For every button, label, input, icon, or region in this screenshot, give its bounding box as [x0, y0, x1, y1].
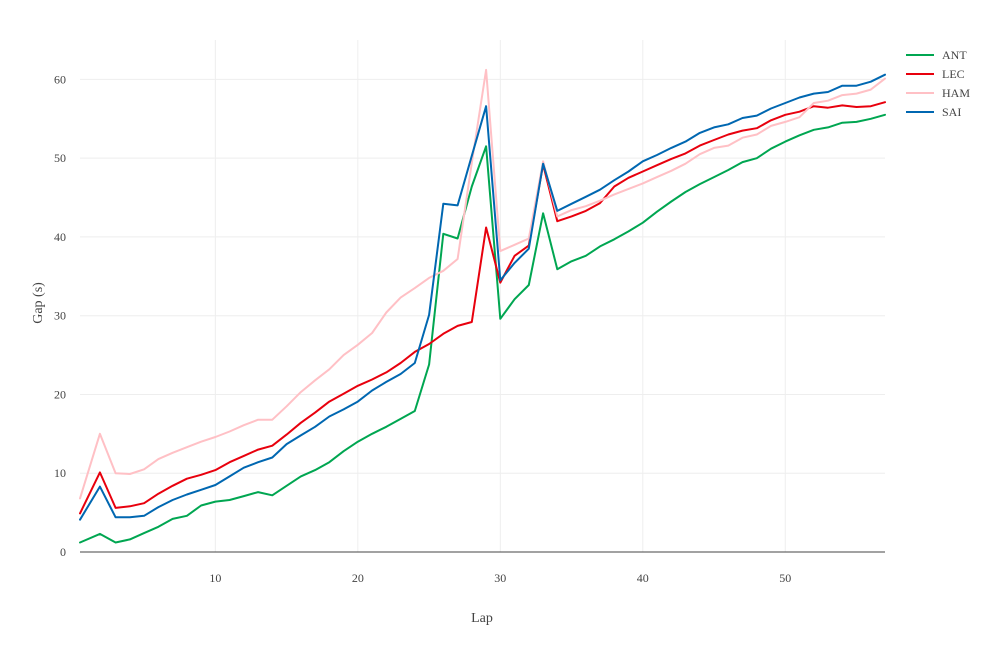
- y-tick-label: 50: [54, 151, 66, 165]
- y-tick-label: 60: [54, 72, 66, 86]
- x-tick-label: 10: [209, 571, 221, 585]
- tick-labels: 10 20 30 40 50 0 10 20 30 40 50 60: [54, 72, 791, 585]
- series-line-ant: [79, 113, 886, 544]
- legend-item-sai[interactable]: SAI: [906, 105, 961, 119]
- legend-item-ham[interactable]: HAM: [906, 86, 970, 100]
- x-tick-label: 20: [352, 571, 364, 585]
- grid-lines: [80, 40, 885, 553]
- series-line-lec: [79, 101, 886, 515]
- series-lines: [79, 68, 886, 544]
- y-tick-label: 0: [60, 545, 66, 559]
- x-axis-title: Lap: [471, 611, 493, 626]
- legend-item-ant[interactable]: ANT: [906, 48, 967, 62]
- series-line-ham: [79, 68, 886, 500]
- x-tick-label: 50: [779, 571, 791, 585]
- y-axis-title: Gap (s): [31, 282, 46, 324]
- y-tick-label: 40: [54, 230, 66, 244]
- x-tick-label: 40: [637, 571, 649, 585]
- legend-label: ANT: [942, 48, 967, 62]
- y-tick-label: 20: [54, 387, 66, 401]
- y-tick-label: 10: [54, 466, 66, 480]
- legend[interactable]: ANT LEC HAM SAI: [906, 48, 970, 119]
- y-tick-label: 30: [54, 309, 66, 323]
- x-tick-label: 30: [494, 571, 506, 585]
- legend-item-lec[interactable]: LEC: [906, 67, 965, 81]
- legend-label: SAI: [942, 105, 961, 119]
- series-line-sai: [79, 73, 886, 521]
- legend-label: HAM: [942, 86, 970, 100]
- legend-label: LEC: [942, 67, 965, 81]
